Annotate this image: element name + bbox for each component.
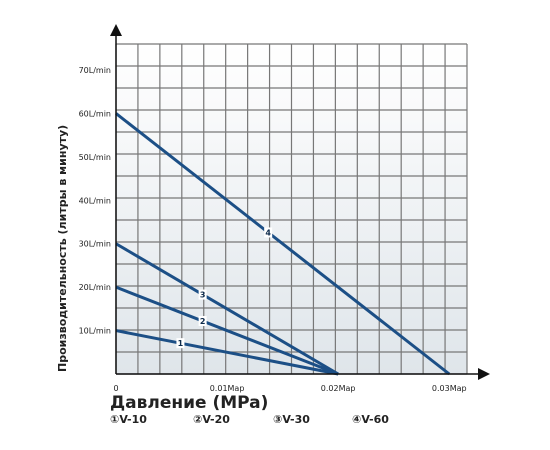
legend-label-2: V-20	[202, 413, 230, 426]
y-tick-label: 40L/min	[79, 196, 111, 205]
x-tick-labels: 0 0.01Map 0.02Map 0.03Map	[113, 384, 466, 393]
y-tick-label: 20L/min	[79, 283, 111, 292]
y-tick-label: 30L/min	[79, 240, 111, 249]
y-tick-label: 50L/min	[79, 153, 111, 162]
grid	[115, 43, 468, 375]
series-marker-4: 4	[265, 228, 271, 237]
y-tick-label: 60L/min	[79, 109, 111, 118]
legend-label-1: V-10	[119, 413, 147, 426]
series-marker-2: 2	[200, 317, 206, 326]
series-marker-bg-1	[176, 338, 185, 349]
legend-symbol-4: ④	[352, 413, 362, 426]
legend-label-3: V-30	[282, 413, 310, 426]
series-line-2	[115, 285, 339, 376]
legend-symbol-2: ②	[193, 413, 203, 426]
legend-item-2: ②V-20	[193, 413, 230, 426]
series-marker-3: 3	[200, 291, 206, 300]
series-line-4	[115, 112, 451, 376]
x-tick-label: 0.03Map	[432, 384, 467, 393]
legend-item-1: ①V-10	[110, 413, 147, 426]
x-axis-label: Давление (MPa)	[110, 393, 269, 413]
y-tick-label: 70L/min	[79, 66, 111, 75]
series-marker-bg-4	[264, 227, 273, 238]
y-tick-label: 10L/min	[79, 327, 111, 336]
series-marker-bg-3	[198, 289, 207, 300]
legend-symbol-1: ①	[110, 413, 120, 426]
series-group: 1 2 3 4	[115, 112, 451, 376]
legend-item-4: ④V-60	[352, 413, 389, 426]
legend-item-3: ③V-30	[273, 413, 310, 426]
series-marker-1: 1	[178, 339, 184, 348]
x-tick-label: 0.02Map	[321, 384, 356, 393]
x-tick-label: 0.01Map	[210, 384, 245, 393]
x-tick-label: 0	[113, 384, 118, 393]
series-marker-bg-2	[198, 316, 207, 327]
series-line-3	[115, 242, 339, 376]
series-line-1	[115, 329, 339, 376]
legend-symbol-3: ③	[273, 413, 283, 426]
y-axis-label: Производительность (литры в минуту)	[56, 125, 69, 372]
y-tick-labels: 10L/min 20L/min 30L/min 40L/min 50L/min 60L/m…	[79, 66, 111, 336]
legend-label-4: V-60	[361, 413, 389, 426]
